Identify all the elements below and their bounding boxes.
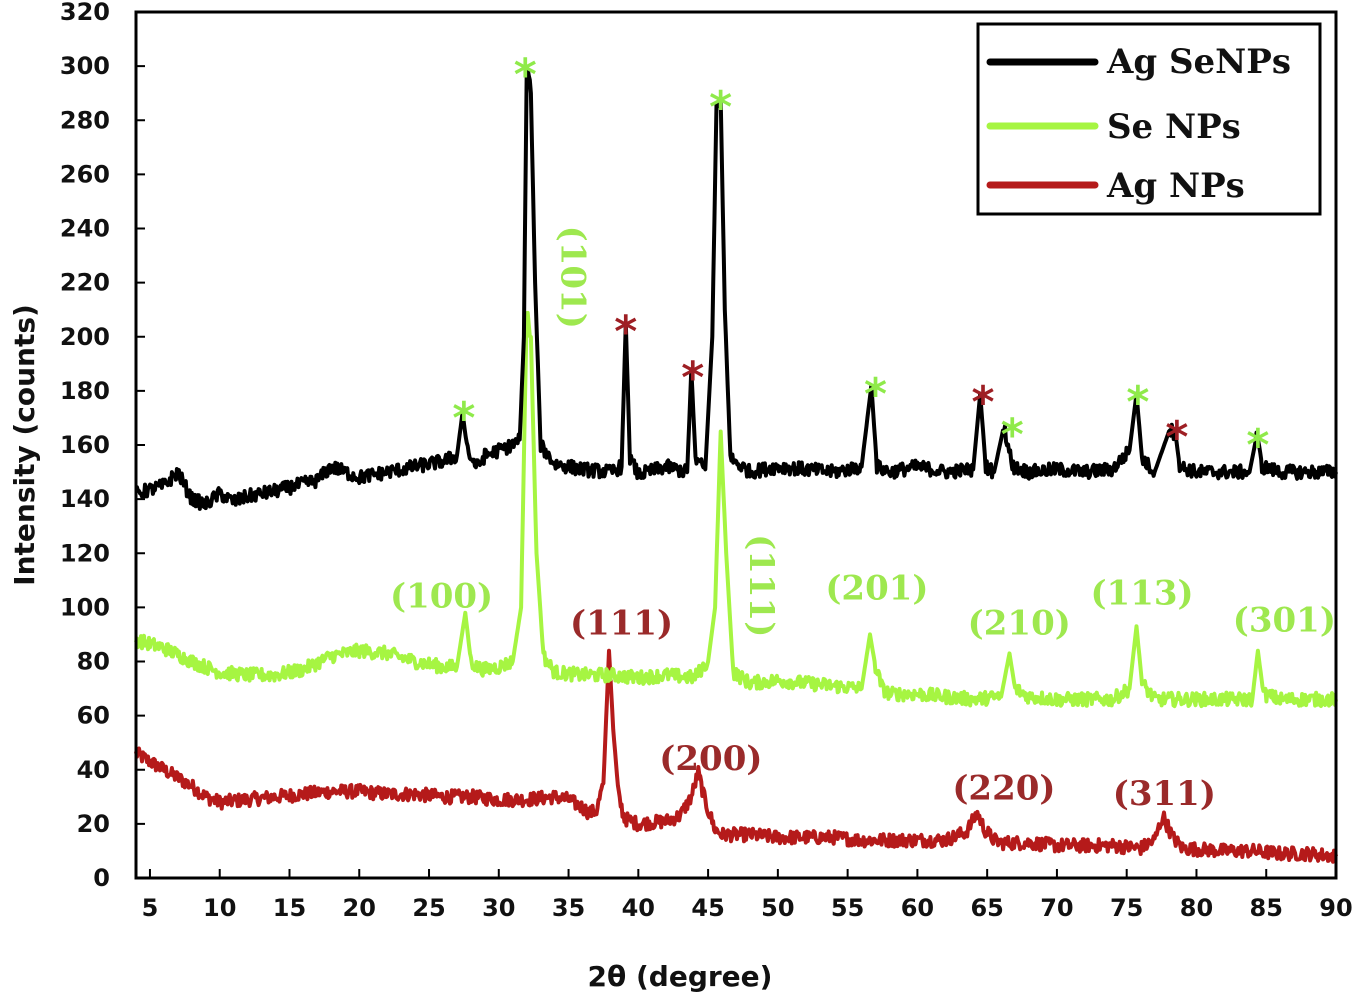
peak-label-210-se-nps: (210) bbox=[968, 603, 1071, 643]
x-tick-label: 55 bbox=[831, 894, 864, 922]
y-tick-label: 80 bbox=[77, 648, 110, 676]
y-tick-label: 120 bbox=[60, 539, 110, 567]
x-tick-labels: 5 10 15 20 25 30 35 40 45 50 55 60 65 70 75 80 85 90 bbox=[142, 894, 1353, 922]
peak-star-marker-ag: * bbox=[681, 353, 704, 404]
peak-label-111-se-nps: (111) bbox=[741, 534, 781, 637]
peak-star-marker-ag: * bbox=[971, 377, 994, 428]
peak-label-100-se-nps: (100) bbox=[390, 576, 493, 616]
x-tick-label: 70 bbox=[1040, 894, 1073, 922]
legend-label-ag-senps: Ag SeNPs bbox=[1106, 42, 1291, 82]
x-tick-label: 10 bbox=[203, 894, 236, 922]
peak-star-marker-se: * bbox=[514, 49, 537, 100]
x-tick-label: 35 bbox=[552, 894, 585, 922]
x-axis-title: 2θ (degree) bbox=[588, 960, 773, 993]
x-tick-label: 60 bbox=[901, 894, 934, 922]
y-tick-label: 300 bbox=[60, 52, 110, 80]
y-tick-label: 160 bbox=[60, 431, 110, 459]
peak-label-201-se-nps: (201) bbox=[825, 568, 928, 608]
x-tick-label: 90 bbox=[1319, 894, 1352, 922]
x-tick-label: 50 bbox=[761, 894, 794, 922]
y-tick-label: 20 bbox=[77, 810, 110, 838]
y-tick-label: 200 bbox=[60, 323, 110, 351]
y-tick-label: 100 bbox=[60, 593, 110, 621]
y-tick-label: 320 bbox=[60, 0, 110, 26]
peak-label-101-se-nps: (101) bbox=[553, 226, 593, 329]
peak-label-220-ag-nps: (220) bbox=[952, 769, 1055, 809]
legend-label-se-nps: Se NPs bbox=[1107, 107, 1241, 147]
peak-star-marker-se: * bbox=[1126, 377, 1149, 428]
x-tick-label: 25 bbox=[412, 894, 445, 922]
y-axis-title: Intensity (counts) bbox=[8, 304, 41, 586]
peak-star-marker-se: * bbox=[864, 369, 887, 420]
x-tick-label: 75 bbox=[1110, 894, 1143, 922]
peak-label-200-ag-nps: (200) bbox=[659, 739, 762, 779]
peak-star-marker-se: * bbox=[1246, 420, 1269, 471]
peak-star-marker-se: * bbox=[452, 393, 475, 444]
peak-star-marker-se: * bbox=[709, 82, 732, 133]
x-tick-label: 20 bbox=[343, 894, 376, 922]
legend: Ag SeNPs Se NPs Ag NPs bbox=[976, 22, 1322, 216]
peak-star-marker-ag: * bbox=[1165, 412, 1188, 463]
series-layer bbox=[134, 67, 1338, 864]
y-tick-label: 260 bbox=[60, 160, 110, 188]
x-tick-label: 45 bbox=[691, 894, 724, 922]
x-tick-label: 65 bbox=[970, 894, 1003, 922]
y-tick-label: 0 bbox=[93, 864, 110, 892]
peak-star-marker-ag: * bbox=[614, 307, 637, 358]
series-line-ag-senps bbox=[135, 67, 1338, 511]
y-tick-label: 140 bbox=[60, 485, 110, 513]
y-tick-label: 240 bbox=[60, 215, 110, 243]
x-tick-label: 40 bbox=[622, 894, 655, 922]
y-tick-label: 60 bbox=[77, 702, 110, 730]
series-line-ag-nps bbox=[134, 648, 1338, 864]
series-line-se-nps bbox=[134, 310, 1338, 709]
x-tick-label: 30 bbox=[482, 894, 515, 922]
peak-label-113-se-nps: (113) bbox=[1090, 574, 1193, 614]
x-tick-label: 15 bbox=[273, 894, 306, 922]
peak-label-311-ag-nps: (311) bbox=[1113, 774, 1216, 814]
y-tick-labels: 0 20 40 60 80 100 120 140 160 180 200 220 240 260 280 3… bbox=[60, 0, 110, 892]
x-tick-label: 85 bbox=[1250, 894, 1283, 922]
annotation-layer: (100) (101) (111) (201) (210) (113) (301) (111)… bbox=[390, 49, 1336, 814]
y-tick-label: 40 bbox=[77, 756, 110, 784]
plot-frame bbox=[134, 10, 1338, 880]
peak-label-301-se-nps: (301) bbox=[1233, 601, 1336, 641]
peak-label-111-ag-nps: (111) bbox=[570, 603, 673, 643]
x-tick-label: 80 bbox=[1180, 894, 1213, 922]
legend-label-ag-nps: Ag NPs bbox=[1106, 166, 1245, 206]
x-tick-label: 5 bbox=[142, 894, 159, 922]
y-tick-label: 220 bbox=[60, 269, 110, 297]
y-tick-label: 180 bbox=[60, 377, 110, 405]
peak-star-marker-se: * bbox=[1001, 409, 1024, 460]
y-tick-label: 280 bbox=[60, 106, 110, 134]
